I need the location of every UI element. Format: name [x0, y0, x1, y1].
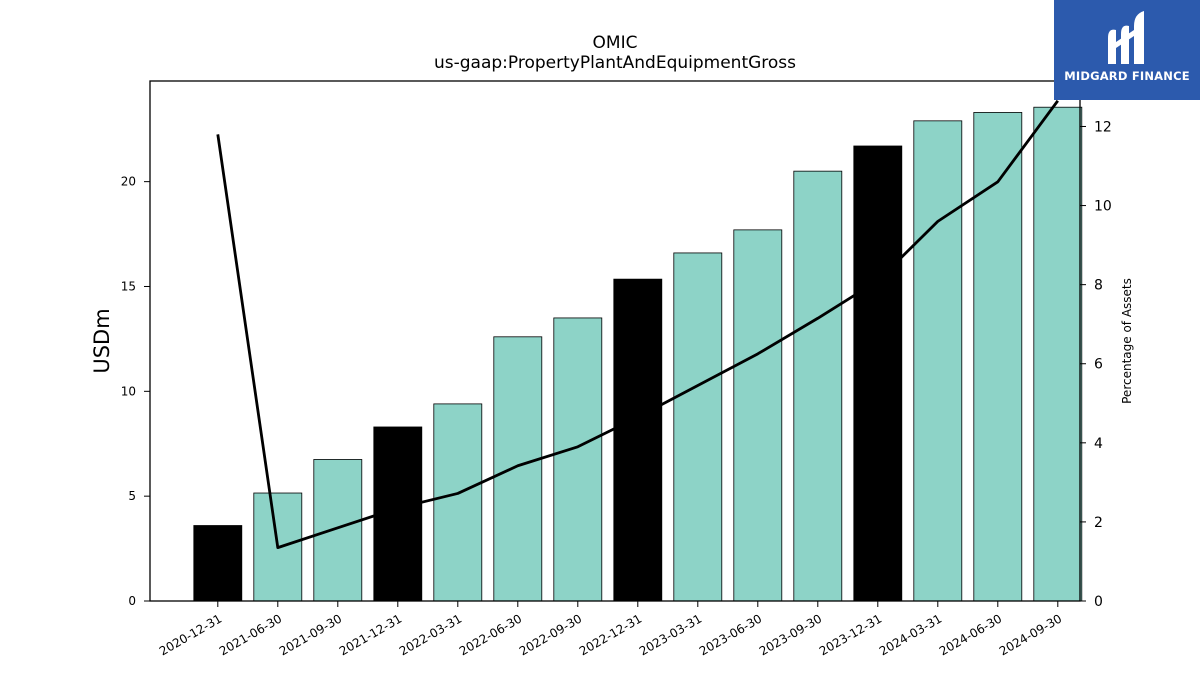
x-tick-label: 2024-06-30 — [937, 611, 1004, 658]
brand-name: MIDGARD FINANCE — [1064, 69, 1190, 83]
y-left-tick-label: 10 — [121, 384, 136, 398]
chart-title: OMIC — [593, 33, 638, 53]
bar-2023-03-31 — [673, 252, 723, 602]
y-left-tick-label: 0 — [128, 594, 136, 608]
x-tick-label: 2023-09-30 — [757, 611, 824, 658]
y-left-tick-label: 5 — [128, 489, 136, 503]
y-axis-left-label: USDm — [90, 308, 114, 373]
x-tick-label: 2024-09-30 — [997, 611, 1064, 658]
y-axis-right-label: Percentage of Assets — [1120, 278, 1134, 404]
percentage-line — [216, 99, 1059, 550]
y-axis-left-ticks: 0 5 10 15 20 — [121, 175, 150, 608]
bar-2022-03-31 — [433, 403, 483, 602]
x-tick-label: 2021-09-30 — [277, 611, 344, 658]
x-axis-ticks: 2020-12-312021-06-302021-09-302021-12-31… — [157, 601, 1064, 658]
y-right-tick-label: 8 — [1094, 278, 1103, 294]
y-right-tick-label: 12 — [1094, 119, 1112, 135]
bar-2020-12-31 — [193, 525, 243, 602]
bar-2024-09-30 — [1033, 106, 1083, 602]
midgard-logo-icon — [1108, 11, 1144, 64]
bar-2024-03-31 — [913, 120, 963, 602]
y-right-tick-label: 2 — [1094, 515, 1103, 531]
x-tick-label: 2024-03-31 — [877, 611, 944, 658]
y-left-tick-label: 20 — [121, 175, 136, 189]
y-left-tick-label: 15 — [121, 279, 136, 293]
brand-logo: MIDGARD FINANCE — [1054, 0, 1200, 100]
y-right-tick-label: 4 — [1094, 436, 1103, 452]
bar-2021-09-30 — [313, 459, 363, 602]
x-tick-label: 2020-12-31 — [157, 611, 224, 658]
bar-2023-06-30 — [733, 229, 783, 602]
y-right-tick-label: 0 — [1094, 594, 1103, 610]
x-tick-label: 2022-12-31 — [577, 611, 644, 658]
x-tick-label: 2023-12-31 — [817, 611, 884, 658]
bar-2022-12-31 — [613, 278, 663, 602]
bars-group — [193, 106, 1083, 602]
y-right-tick-label: 10 — [1094, 199, 1112, 215]
line-group — [216, 99, 1059, 550]
x-tick-label: 2022-06-30 — [457, 611, 524, 658]
y-right-tick-label: 6 — [1094, 357, 1103, 373]
x-tick-label: 2021-06-30 — [217, 611, 284, 658]
bar-2024-06-30 — [973, 112, 1023, 602]
x-tick-label: 2021-12-31 — [337, 611, 404, 658]
bar-2023-09-30 — [793, 170, 843, 602]
x-tick-label: 2023-06-30 — [697, 611, 764, 658]
plot-frame — [149, 80, 1081, 602]
x-tick-label: 2022-03-31 — [397, 611, 464, 658]
bar-2022-09-30 — [553, 317, 603, 602]
chart-subtitle: us-gaap:PropertyPlantAndEquipmentGross — [434, 53, 796, 73]
bar-2022-06-30 — [493, 336, 543, 602]
x-tick-label: 2022-09-30 — [517, 611, 584, 658]
y-axis-right-ticks: 0 2 4 6 8 10 12 — [1080, 119, 1112, 610]
x-tick-label: 2023-03-31 — [637, 611, 704, 658]
bar-2023-12-31 — [853, 145, 903, 602]
